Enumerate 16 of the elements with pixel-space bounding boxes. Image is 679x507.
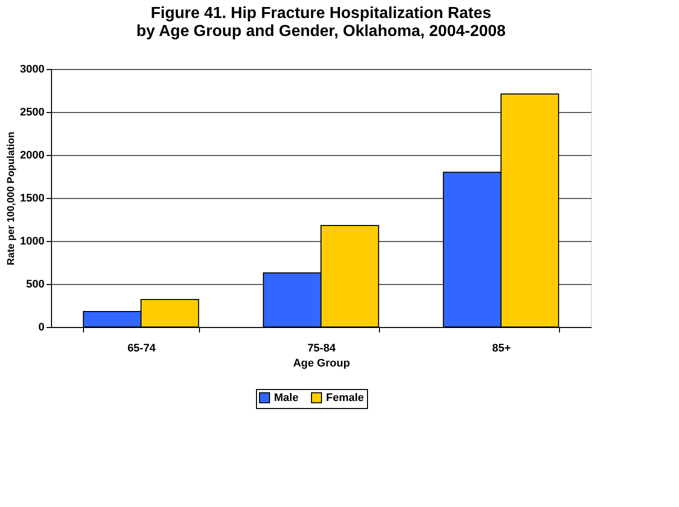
y-tick-label: 500 <box>26 278 44 290</box>
text: Figure 41. Hip Fracture Hospitalization Rates <box>150 5 492 22</box>
y-tick-label: 1500 <box>20 192 44 204</box>
y-tick-label: 0 <box>38 322 44 334</box>
y-axis-title: Rate per 100,000 Population <box>6 132 18 266</box>
x-tick-label: 85+ <box>492 342 511 354</box>
legend-label: Female <box>326 392 364 404</box>
text: by Age Group and Gender, Oklahoma, 2004-2008 <box>136 23 506 40</box>
y-tick-label: 1000 <box>20 236 44 248</box>
x-axis-title: Age Group <box>293 358 350 370</box>
y-tick-label: 3000 <box>20 64 44 76</box>
x-tick-label: 75-84 <box>307 342 336 354</box>
legend-label: Male <box>274 392 298 404</box>
y-tick-label: 2500 <box>20 106 44 118</box>
x-tick-label: 65-74 <box>127 342 156 354</box>
y-tick-label: 2000 <box>20 150 44 162</box>
